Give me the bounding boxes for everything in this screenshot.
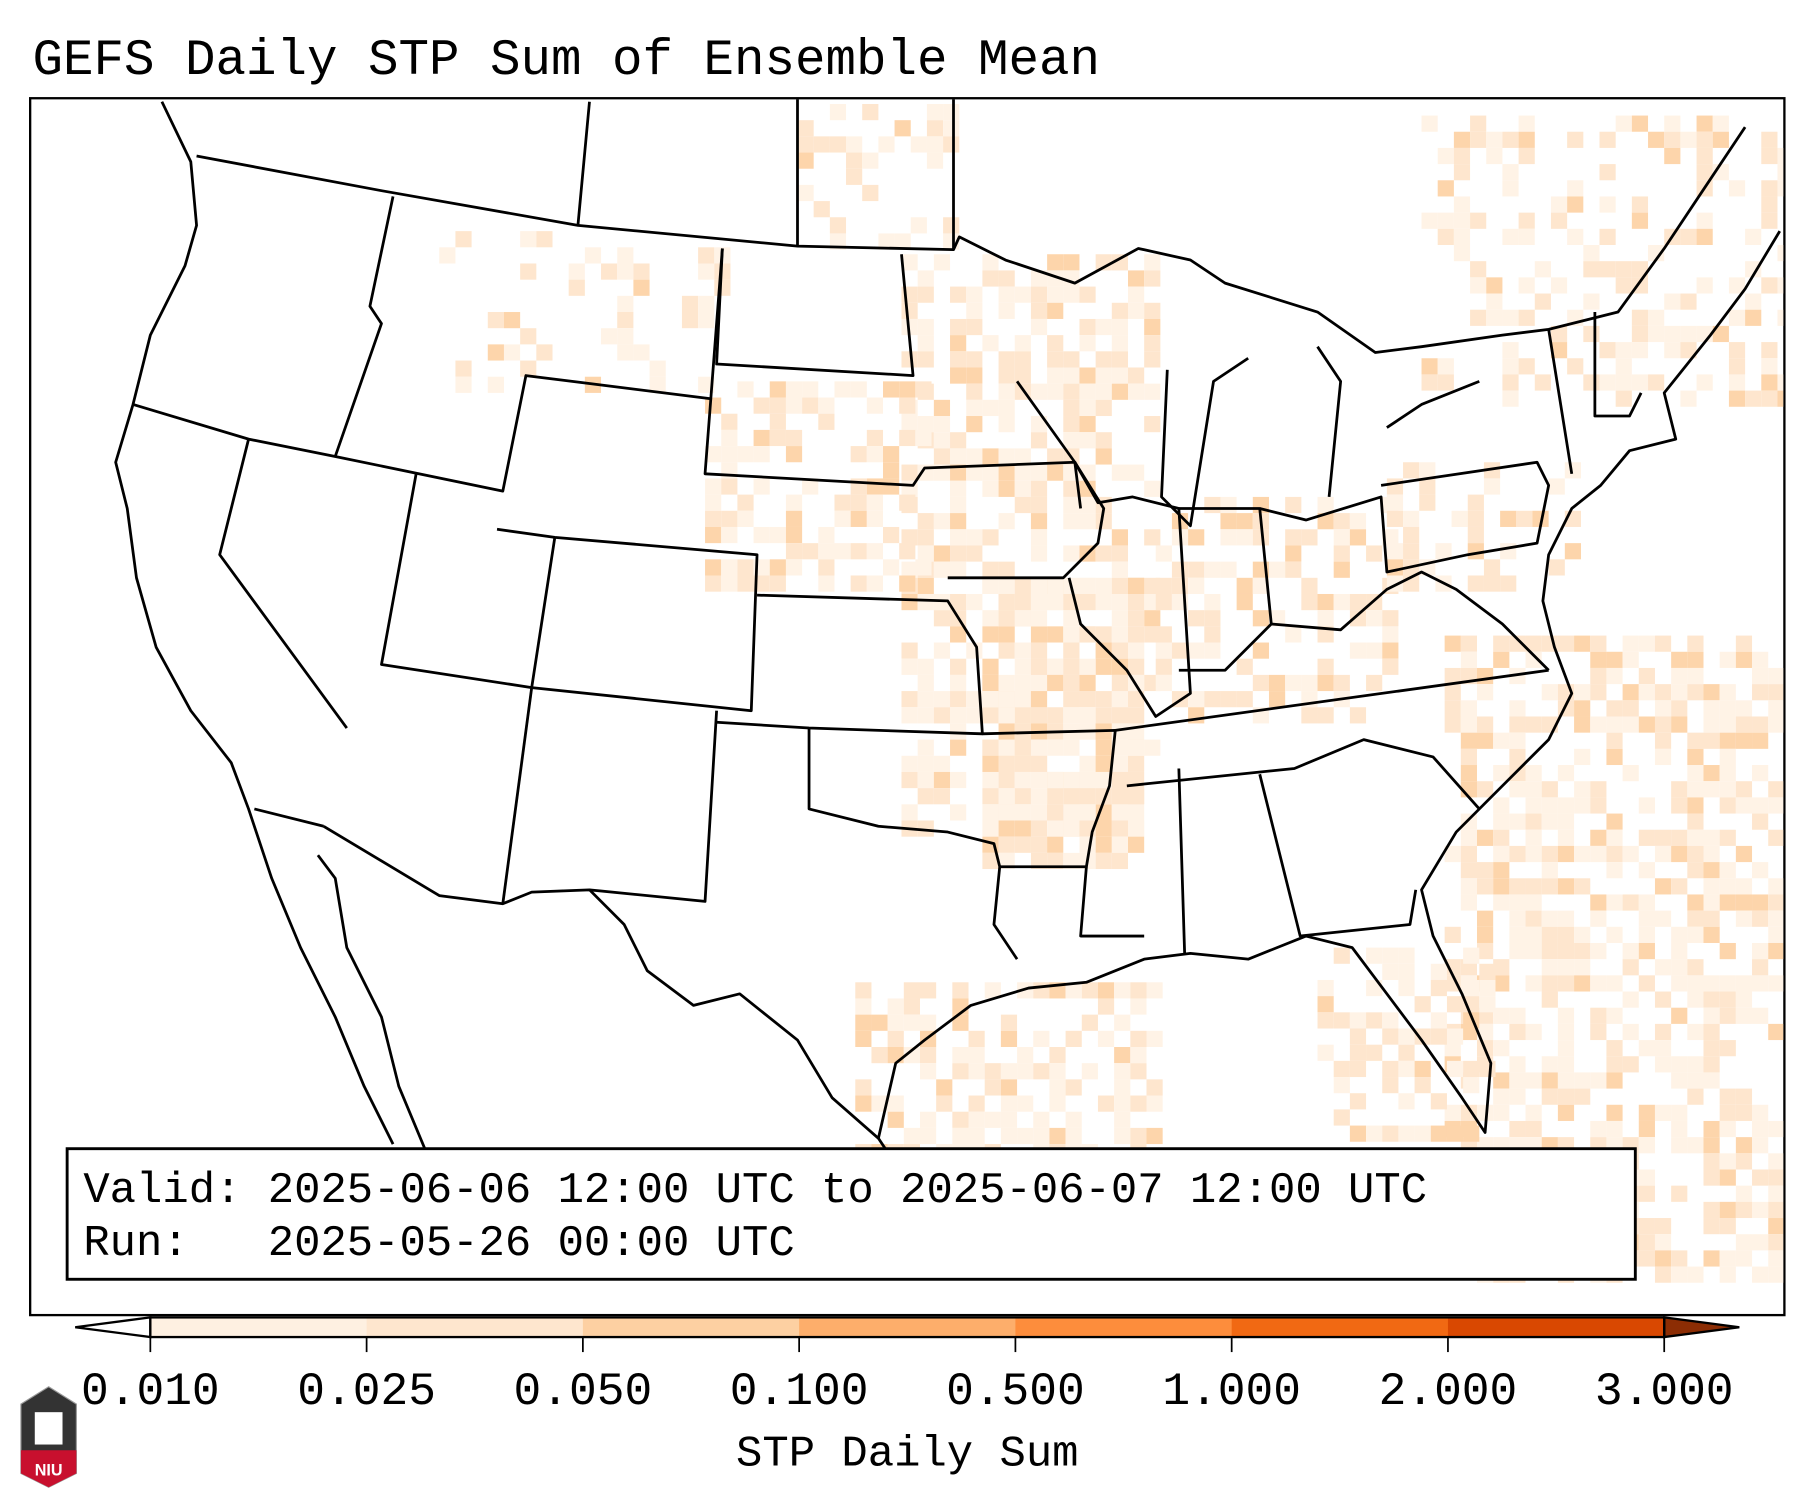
- valid-time-text: Valid: 2025-06-06 12:00 UTC to 2025-06-0…: [83, 1166, 1427, 1216]
- colorbar-tick-label: 0.050: [514, 1366, 653, 1418]
- colorbar-segment: [150, 1317, 368, 1338]
- colorbar-tick-label: 0.025: [297, 1366, 436, 1418]
- colorbar-segment: [799, 1317, 1016, 1338]
- colorbar-segment: [582, 1317, 800, 1338]
- logo-text: NIU: [35, 1462, 63, 1480]
- info-box: Valid: 2025-06-06 12:00 UTC to 2025-06-0…: [65, 1147, 1637, 1281]
- colorbar-segment: [366, 1317, 584, 1338]
- colorbar-tick-label: 0.500: [946, 1366, 1085, 1418]
- colorbar-tick-label: 1.000: [1162, 1366, 1301, 1418]
- colorbar-under-arrow: [75, 1316, 152, 1339]
- niu-logo: NIU: [20, 1386, 77, 1488]
- colorbar-tick-label: 0.010: [81, 1366, 220, 1418]
- colorbar: 0.010 0.025 0.050 0.100 0.500 1.000 2.000 3.000: [75, 1316, 1740, 1418]
- colorbar-label: STP Daily Sum: [736, 1429, 1079, 1479]
- coastlines-and-borders: [114, 99, 1781, 1157]
- colorbar-segment: [1015, 1317, 1233, 1338]
- plot-title: GEFS Daily STP Sum of Ensemble Mean: [32, 33, 1100, 90]
- colorbar-segment: [1231, 1317, 1449, 1338]
- colorbar-tick-label: 2.000: [1379, 1366, 1518, 1418]
- map-panel: [29, 97, 1786, 1317]
- colorbar-segment: [1447, 1317, 1665, 1338]
- run-time-text: Run: 2025-05-26 00:00 UTC: [83, 1219, 794, 1269]
- colorbar-tick-label: 3.000: [1595, 1366, 1734, 1418]
- colorbar-tick-label: 0.100: [730, 1366, 869, 1418]
- colorbar-over-arrow: [1663, 1316, 1740, 1339]
